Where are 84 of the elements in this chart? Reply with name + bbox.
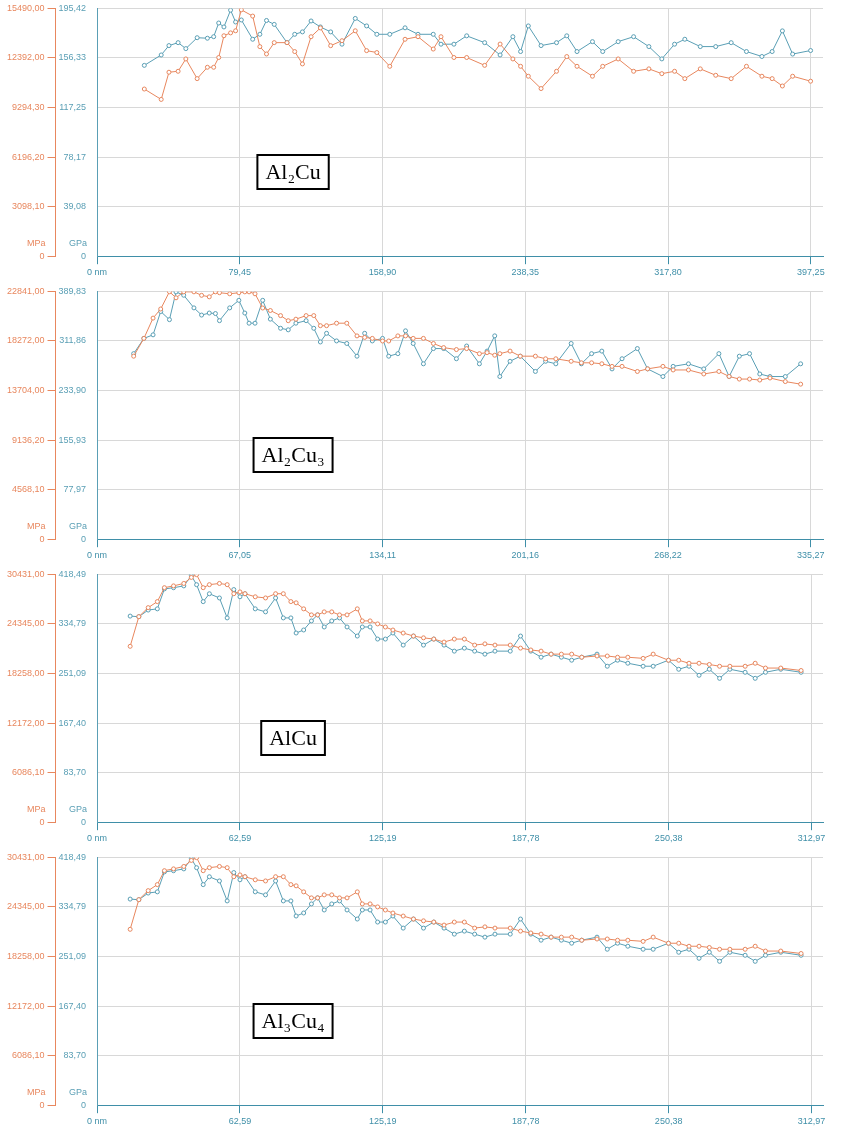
annotation: Al₃Cu₄ [261,1007,325,1033]
x-tick-label: 134,11 [369,550,396,561]
y2-tick-label: 167,40 [58,717,87,728]
x-tick-label: 79,45 [228,267,252,278]
y-tick-label: 22841,00 [6,285,45,296]
y-tick-label: 18258,00 [6,668,45,679]
y-tick-label: 0 [39,1099,45,1110]
x-tick-label: 250,38 [654,1116,683,1127]
y2-tick-label: 0 [81,816,87,827]
y2-axis-title: GPa [69,521,88,532]
y2-tick-label: 83,70 [63,1050,87,1061]
y-axis-title: MPa [27,238,46,249]
x-tick-label: 335,27 [797,550,825,561]
y2-tick-label: 311,86 [59,335,87,346]
y2-axis-title: GPa [69,1087,88,1098]
annotation: AlCu [269,724,317,750]
y2-tick-label: 418,49 [58,568,87,579]
y-tick-label: 6086,10 [11,1050,45,1061]
x-tick-label: 0 nm [87,833,108,844]
y2-tick-label: 334,79 [58,618,87,629]
x-tick-label: 125,19 [369,833,397,844]
y2-tick-label: 83,70 [63,767,87,778]
y-tick-label: 30431,00 [6,851,45,862]
y2-tick-label: 78,17 [63,151,87,162]
x-tick-label: 62,59 [228,833,252,844]
y2-tick-label: 195,42 [58,2,87,13]
y-axis-title: MPa [27,1087,46,1098]
y-tick-label: 0 [39,816,45,827]
y2-tick-label: 0 [81,533,87,544]
y2-tick-label: 251,09 [58,951,87,962]
y2-tick-label: 389,83 [58,285,87,296]
y2-tick-label: 233,90 [58,385,87,395]
y-tick-label: 13704,00 [6,385,45,396]
x-tick-label: 250,38 [654,833,683,844]
y2-tick-label: 418,49 [58,851,87,862]
y-tick-label: 24345,00 [6,618,45,629]
y2-tick-label: 0 [81,250,87,261]
x-tick-label: 312,97 [797,1116,826,1127]
x-tick-label: 0 nm [87,1116,108,1127]
y-tick-label: 0 [39,533,45,544]
x-tick-label: 187,78 [511,833,540,844]
y2-tick-label: 155,93 [58,434,87,445]
y2-tick-label: 156,33 [58,52,87,63]
y2-axis-title: GPa [69,804,88,815]
x-tick-label: 238,35 [511,267,540,278]
y2-tick-label: 167,40 [58,1000,87,1011]
y-tick-label: 9294,30 [11,102,45,112]
y-tick-label: 30431,00 [6,568,45,579]
x-tick-label: 317,80 [654,267,682,278]
y2-tick-label: 39,08 [63,201,87,212]
annotation: Al₂Cu₃ [261,441,325,467]
y-axis-title: MPa [27,521,46,532]
y2-tick-label: 251,09 [58,668,87,679]
y-tick-label: 3098,10 [11,201,45,212]
y-tick-label: 4568,10 [11,484,45,495]
y2-tick-label: 117,25 [59,102,87,113]
annotation: Al₂Cu [265,158,321,184]
x-tick-label: 187,78 [511,1116,540,1127]
y2-tick-label: 77,97 [63,484,87,495]
x-tick-label: 397,25 [797,267,825,278]
y2-tick-label: 0 [81,1099,87,1110]
x-tick-label: 201,16 [511,550,540,561]
x-tick-label: 0 nm [87,267,108,278]
x-tick-label: 125,19 [369,1116,397,1127]
y-tick-label: 12172,00 [6,1000,45,1011]
y-tick-label: 24345,00 [6,901,45,912]
y-tick-label: 12392,00 [6,52,45,63]
y2-tick-label: 334,79 [58,901,87,912]
x-tick-label: 67,05 [228,550,252,561]
y-tick-label: 9136,20 [11,434,45,445]
y-tick-label: 6086,10 [11,767,45,778]
x-tick-label: 312,97 [797,833,826,844]
x-tick-label: 268,22 [654,550,682,561]
y-tick-label: 18258,00 [6,951,45,962]
y-tick-label: 12172,00 [6,717,45,728]
y-tick-label: 6196,20 [11,151,45,162]
y-axis-title: MPa [27,804,46,815]
y-tick-label: 0 [39,250,45,261]
x-tick-label: 62,59 [228,1116,252,1127]
y2-axis-title: GPa [69,238,88,249]
y-tick-label: 18272,00 [6,335,45,346]
x-tick-label: 158,90 [368,267,397,278]
x-tick-label: 0 nm [87,550,108,561]
y-tick-label: 15490,00 [6,2,45,13]
